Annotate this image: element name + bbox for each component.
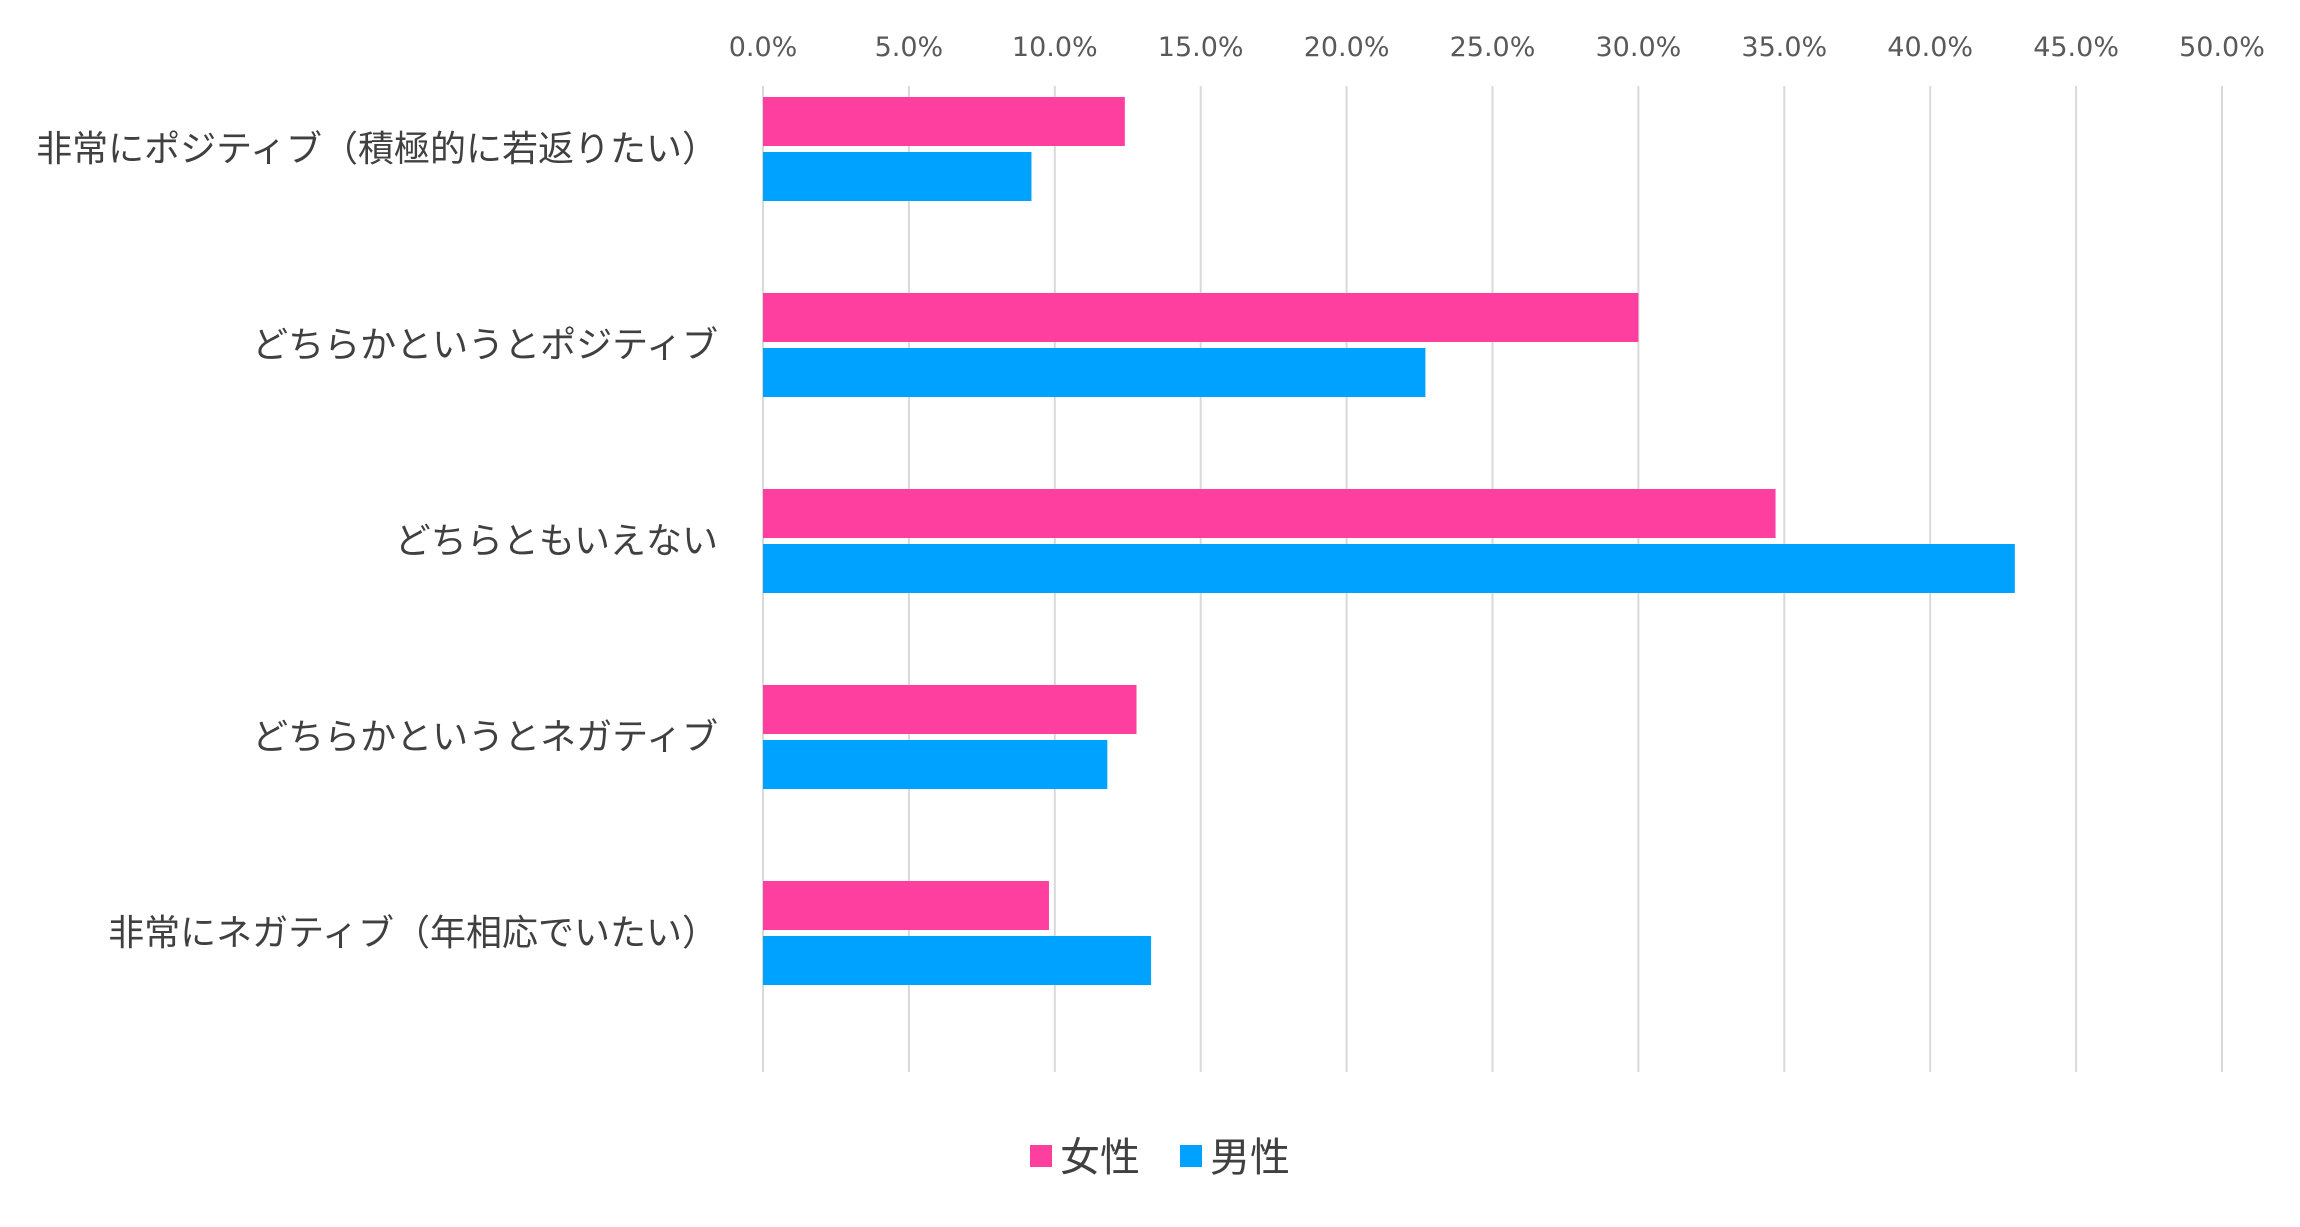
x-tick-label: 40.0% bbox=[1887, 32, 1973, 63]
bar-female-0 bbox=[763, 97, 1125, 146]
x-tick-label: 5.0% bbox=[875, 32, 944, 63]
legend-item-female[interactable]: 女性 bbox=[1030, 1135, 1140, 1181]
x-tick-label: 25.0% bbox=[1450, 32, 1536, 63]
legend: 女性 男性 bbox=[1030, 1135, 1290, 1181]
bar-female-3 bbox=[763, 685, 1137, 734]
legend-item-male[interactable]: 男性 bbox=[1180, 1135, 1290, 1181]
bar-female-2 bbox=[763, 489, 1776, 538]
bar-male-2 bbox=[763, 544, 2015, 593]
bar-male-0 bbox=[763, 152, 1032, 201]
x-tick-label: 50.0% bbox=[2179, 32, 2265, 63]
category-label: どちらともいえない bbox=[395, 521, 718, 562]
category-label: どちらかというとポジティブ bbox=[252, 325, 718, 366]
x-axis-ticks: 0.0% 5.0% 10.0% 15.0% 20.0% 25.0% 30.0% 35.0% 40… bbox=[729, 32, 2265, 63]
bar-male-1 bbox=[763, 348, 1426, 397]
x-tick-label: 35.0% bbox=[1741, 32, 1827, 63]
x-tick-label: 20.0% bbox=[1304, 32, 1390, 63]
x-tick-label: 10.0% bbox=[1012, 32, 1098, 63]
x-tick-label: 30.0% bbox=[1596, 32, 1682, 63]
category-label: 非常にポジティブ（積極的に若返りたい） bbox=[36, 129, 718, 170]
bar-female-4 bbox=[763, 881, 1049, 930]
legend-label: 男性 bbox=[1210, 1135, 1290, 1181]
category-label: どちらかというとネガティブ bbox=[252, 717, 718, 758]
category-label: 非常にネガティブ（年相応でいたい） bbox=[108, 913, 718, 954]
x-tick-label: 0.0% bbox=[729, 32, 798, 63]
bars bbox=[763, 97, 2015, 985]
bar-male-4 bbox=[763, 936, 1152, 985]
legend-label: 女性 bbox=[1060, 1135, 1140, 1181]
category-labels: 非常にポジティブ（積極的に若返りたい） どちらかというとポジティブどちらともいえな… bbox=[36, 129, 718, 954]
x-tick-label: 15.0% bbox=[1158, 32, 1244, 63]
bar-male-3 bbox=[763, 740, 1108, 789]
bar-female-1 bbox=[763, 293, 1639, 342]
x-tick-label: 45.0% bbox=[2033, 32, 2119, 63]
legend-swatch bbox=[1180, 1145, 1202, 1167]
legend-swatch bbox=[1030, 1145, 1052, 1167]
